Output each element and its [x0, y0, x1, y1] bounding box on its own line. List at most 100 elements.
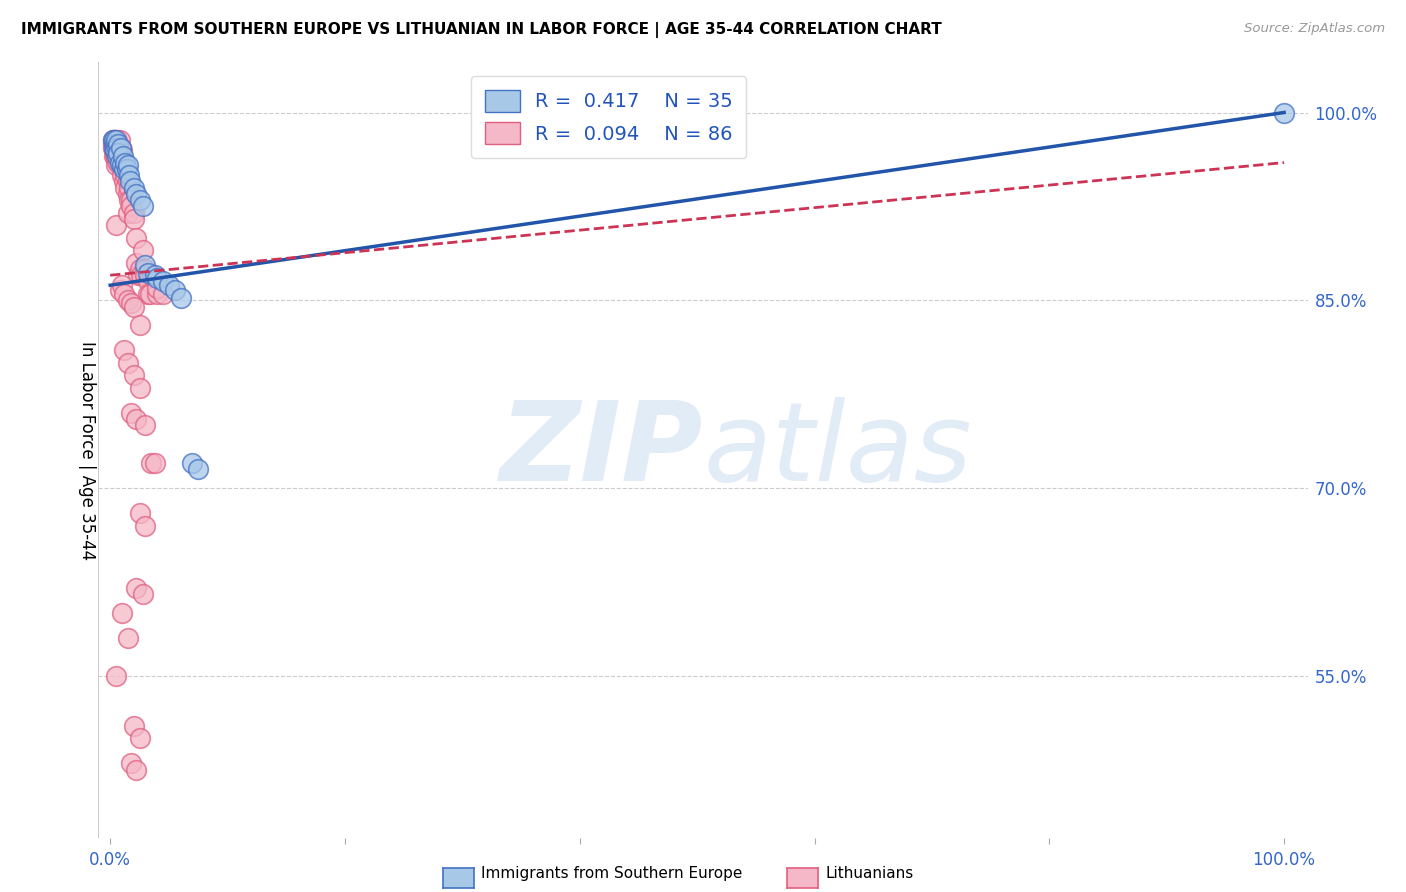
Point: [117, 158, 139, 172]
Point: [104, 143, 127, 157]
Point: [132, 587, 155, 601]
Point: [112, 149, 135, 163]
Point: [105, 133, 128, 147]
Text: ZIP: ZIP: [499, 397, 703, 504]
Point: [141, 456, 163, 470]
Point: [105, 138, 128, 153]
Point: [114, 180, 136, 194]
Point: [112, 161, 135, 176]
Point: [103, 140, 125, 154]
Point: [105, 669, 128, 683]
Point: [104, 148, 127, 162]
Point: [169, 291, 191, 305]
Point: [117, 174, 139, 188]
Text: Source: ZipAtlas.com: Source: ZipAtlas.com: [1244, 22, 1385, 36]
Point: [103, 133, 125, 147]
Point: [105, 218, 128, 232]
Point: [112, 161, 135, 176]
Point: [146, 270, 169, 285]
Point: [125, 230, 148, 244]
Point: [187, 462, 209, 476]
Point: [134, 268, 156, 283]
Point: [117, 186, 139, 201]
Point: [103, 143, 125, 157]
Point: [152, 275, 174, 289]
Point: [118, 193, 141, 207]
Point: [127, 268, 149, 283]
Point: [129, 268, 152, 283]
Point: [125, 256, 148, 270]
Point: [122, 300, 145, 314]
Point: [103, 136, 125, 151]
Point: [104, 138, 127, 153]
Point: [112, 174, 135, 188]
Point: [122, 719, 145, 733]
Point: [120, 193, 142, 207]
Point: [134, 262, 156, 277]
Point: [139, 287, 162, 301]
Point: [128, 193, 150, 207]
Point: [114, 155, 136, 169]
Point: [105, 149, 128, 163]
Point: [122, 211, 145, 226]
Point: [107, 143, 129, 157]
Text: atlas: atlas: [703, 397, 972, 504]
Point: [101, 140, 124, 154]
Point: [114, 168, 136, 182]
Point: [108, 283, 131, 297]
Point: [105, 148, 128, 162]
Point: [115, 161, 138, 176]
Text: Immigrants from Southern Europe: Immigrants from Southern Europe: [481, 866, 742, 881]
Point: [136, 275, 159, 289]
Point: [101, 136, 124, 151]
Point: [132, 199, 155, 213]
Point: [117, 631, 139, 645]
Point: [122, 205, 145, 219]
Y-axis label: In Labor Force | Age 35-44: In Labor Force | Age 35-44: [77, 341, 96, 560]
Point: [107, 136, 129, 151]
Point: [141, 268, 163, 283]
Point: [105, 140, 128, 154]
Point: [107, 155, 129, 169]
Point: [104, 133, 127, 147]
Point: [120, 756, 142, 771]
Point: [108, 133, 131, 147]
Point: [134, 258, 156, 272]
Point: [103, 133, 125, 147]
Point: [120, 406, 142, 420]
Point: [1272, 105, 1295, 120]
Point: [111, 606, 134, 620]
Point: [125, 581, 148, 595]
Point: [128, 262, 150, 277]
Point: [128, 731, 150, 746]
Point: [105, 133, 128, 147]
Point: [132, 243, 155, 257]
Point: [136, 266, 159, 280]
Point: [105, 145, 128, 160]
Point: [111, 153, 134, 167]
Point: [143, 456, 166, 470]
Point: [146, 281, 169, 295]
Point: [128, 318, 150, 333]
Point: [104, 136, 127, 151]
Point: [101, 133, 124, 147]
Point: [181, 456, 204, 470]
Point: [105, 133, 128, 147]
Legend: R =  0.417    N = 35, R =  0.094    N = 86: R = 0.417 N = 35, R = 0.094 N = 86: [471, 76, 747, 158]
Point: [152, 287, 174, 301]
Point: [117, 205, 139, 219]
Text: IMMIGRANTS FROM SOUTHERN EUROPE VS LITHUANIAN IN LABOR FORCE | AGE 35-44 CORRELA: IMMIGRANTS FROM SOUTHERN EUROPE VS LITHU…: [21, 22, 942, 38]
Point: [118, 180, 141, 194]
Point: [120, 199, 142, 213]
Point: [108, 143, 131, 157]
Point: [111, 168, 134, 182]
Point: [120, 295, 142, 310]
Point: [146, 287, 169, 301]
Point: [108, 153, 131, 167]
Point: [120, 174, 142, 188]
Point: [143, 268, 166, 283]
Point: [111, 143, 134, 157]
Point: [110, 155, 132, 169]
Point: [103, 149, 125, 163]
Point: [128, 506, 150, 520]
